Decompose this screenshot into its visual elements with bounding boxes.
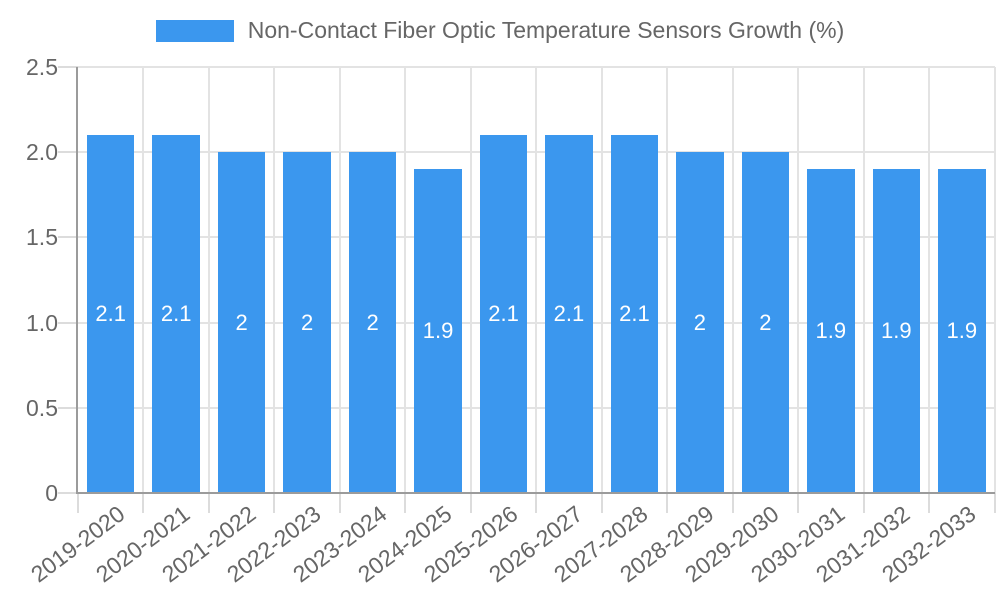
bar: [938, 169, 986, 493]
v-gridline: [600, 67, 603, 493]
y-tick-label: 1.5: [26, 224, 58, 251]
x-tick: [862, 493, 865, 513]
v-gridline: [469, 67, 472, 493]
v-gridline: [993, 67, 996, 493]
bar: [479, 135, 528, 493]
x-tick: [142, 493, 145, 513]
bar: [283, 152, 331, 493]
chart-legend[interactable]: Non-Contact Fiber Optic Temperature Sens…: [0, 17, 1000, 45]
y-axis-line: [76, 67, 78, 494]
bar: [545, 135, 593, 493]
x-tick: [77, 493, 79, 513]
x-tick: [207, 493, 210, 513]
x-tick: [731, 493, 734, 513]
x-tick: [469, 493, 472, 513]
v-gridline: [142, 67, 145, 493]
bar: [676, 152, 724, 493]
v-gridline: [797, 67, 800, 493]
bar: [348, 152, 397, 493]
y-tick-label: 0: [45, 480, 58, 506]
x-tick: [535, 493, 538, 513]
x-tick: [273, 493, 276, 513]
v-gridline: [207, 67, 210, 493]
bar: [807, 169, 855, 493]
v-gridline: [862, 67, 865, 493]
x-tick: [797, 493, 800, 513]
v-gridline: [666, 67, 669, 493]
y-tick: [58, 492, 78, 494]
bar: [414, 169, 462, 493]
x-tick: [928, 493, 931, 513]
y-tick: [58, 236, 78, 239]
x-tick: [404, 493, 407, 513]
bar: [741, 152, 790, 493]
y-tick: [58, 151, 78, 154]
bar: [86, 135, 135, 493]
v-gridline: [928, 67, 931, 493]
y-tick: [58, 406, 78, 409]
x-axis-line: [76, 492, 995, 494]
v-gridline: [338, 67, 341, 493]
v-gridline: [404, 67, 407, 493]
y-tick: [58, 321, 78, 324]
x-tick: [338, 493, 341, 513]
legend-swatch: [155, 19, 234, 42]
y-tick-label: 2.5: [26, 54, 58, 80]
y-tick: [58, 66, 78, 68]
x-tick: [993, 493, 996, 513]
bar: [610, 135, 659, 493]
v-gridline: [731, 67, 734, 493]
x-tick: [600, 493, 603, 513]
y-tick-label: 0.5: [26, 394, 58, 421]
x-tick: [666, 493, 669, 513]
y-tick-label: 1.0: [26, 309, 58, 336]
legend-label: Non-Contact Fiber Optic Temperature Sens…: [247, 17, 845, 43]
v-gridline: [273, 67, 276, 493]
y-tick-label: 2.0: [26, 139, 58, 166]
bar: [152, 135, 200, 493]
bar: [872, 169, 921, 493]
bar: [217, 152, 266, 493]
v-gridline: [535, 67, 538, 493]
